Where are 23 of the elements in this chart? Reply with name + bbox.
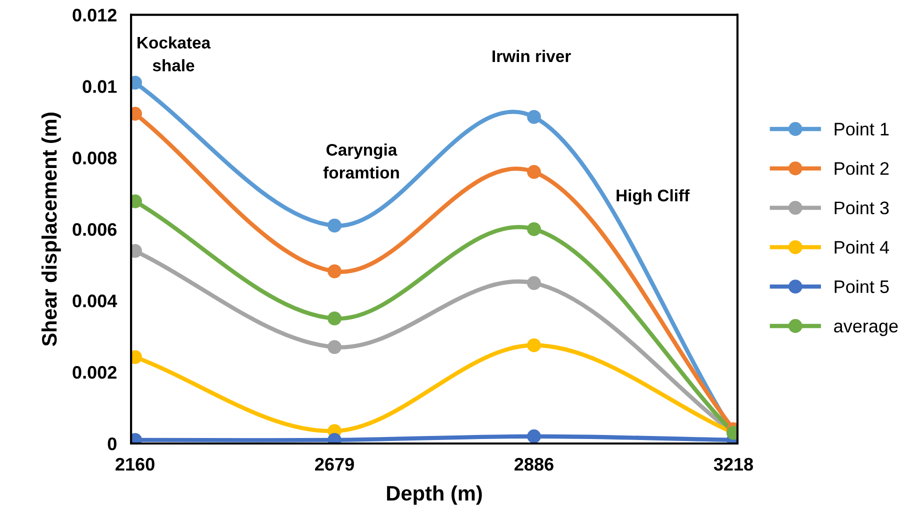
x-tick-label: 2886 xyxy=(514,458,554,471)
y-tick-label: 0.004 xyxy=(72,294,118,308)
legend-label: Point 3 xyxy=(834,201,889,214)
legend-label: Point 5 xyxy=(834,280,889,294)
y-axis-title: Shear displacement (m) xyxy=(41,112,61,346)
annotation: Kockatea shale xyxy=(138,36,211,72)
x-tick-label: 2160 xyxy=(116,458,154,471)
y-tick-label: 0.008 xyxy=(72,152,117,164)
annotation: High Cliff xyxy=(616,189,690,205)
y-tick-label: 0.012 xyxy=(72,8,116,22)
legend-label: Point 2 xyxy=(834,162,889,175)
legend-label: Point 4 xyxy=(834,240,889,254)
legend-label: Point 1 xyxy=(834,122,889,136)
annotation: Irwin river xyxy=(492,50,571,62)
legend-label: average xyxy=(834,322,898,336)
x-axis-title: Depth (m) xyxy=(387,485,482,505)
y-tick-label: 0.006 xyxy=(72,223,117,236)
y-tick-label: 0.002 xyxy=(72,366,116,379)
y-tick-label: 0 xyxy=(108,437,116,450)
x-tick-label: 2679 xyxy=(315,458,354,471)
y-tick-label: 0.01 xyxy=(82,80,117,93)
annotation: Caryngia foramtion xyxy=(323,144,399,179)
x-tick-label: 3218 xyxy=(714,458,754,471)
